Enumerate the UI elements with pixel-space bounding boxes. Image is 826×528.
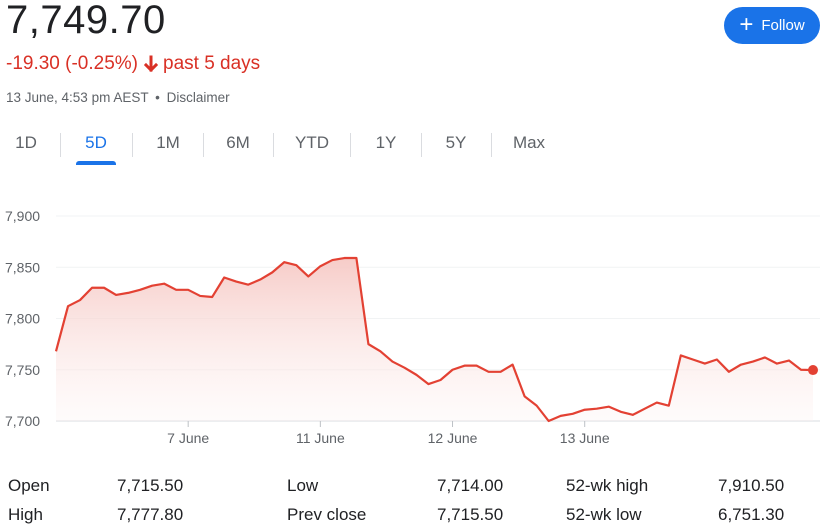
x-tick-label: 7 June: [167, 430, 209, 446]
stat-value-open: 7,715.50: [117, 476, 184, 495]
stat-value-low: 7,714.00: [437, 476, 504, 495]
plus-icon: +: [739, 10, 754, 38]
x-tick-label: 13 June: [560, 430, 610, 446]
change-value: -19.30 (-0.25%): [6, 53, 139, 74]
y-tick-label: 7,850: [5, 259, 40, 275]
tab-divider: [132, 133, 133, 157]
y-tick-label: 7,750: [5, 362, 40, 378]
tab-max[interactable]: Max: [512, 133, 546, 152]
tab-1m[interactable]: 1M: [156, 133, 180, 152]
tab-divider: [60, 133, 61, 157]
stat-label-52wk-low: 52-wk low: [566, 505, 642, 524]
tab-ytd[interactable]: YTD: [295, 133, 329, 152]
tab-5d[interactable]: 5D: [76, 126, 116, 165]
tab-divider: [350, 133, 351, 157]
price-chart[interactable]: 7,700 7,750 7,800 7,850 7,900 7 June 11 June 12…: [0, 200, 826, 452]
x-tick-label: 12 June: [428, 430, 478, 446]
disclaimer-link[interactable]: Disclaimer: [166, 90, 230, 105]
price-line: [54, 256, 814, 423]
price-change: -19.30 (-0.25%) past 5 days: [6, 53, 260, 75]
stat-value-52wk-high: 7,910.50: [718, 476, 785, 495]
y-tick-label: 7,900: [5, 208, 40, 224]
tab-1d[interactable]: 1D: [15, 133, 37, 152]
follow-button[interactable]: + Follow: [724, 7, 820, 44]
x-tick-label: 11 June: [296, 430, 345, 446]
tab-divider: [421, 133, 422, 157]
tab-6m[interactable]: 6M: [226, 133, 250, 152]
stat-label-prev-close: Prev close: [287, 505, 367, 524]
area-fill: [56, 258, 813, 421]
stat-value-52wk-low: 6,751.30: [718, 505, 785, 524]
stat-label-low: Low: [287, 476, 319, 495]
stat-label-52wk-high: 52-wk high: [566, 476, 649, 495]
tab-divider: [491, 133, 492, 157]
timestamp-line: 13 June, 4:53 pm AEST • Disclaimer: [6, 90, 230, 105]
change-period: past 5 days: [163, 53, 261, 74]
last-price-marker: [808, 365, 818, 376]
y-tick-label: 7,700: [5, 413, 40, 429]
stock-price: 7,749.70: [6, 0, 166, 42]
tab-divider: [203, 133, 204, 157]
y-tick-label: 7,800: [5, 311, 40, 327]
stat-label-open: Open: [8, 476, 50, 495]
follow-label: Follow: [761, 17, 805, 34]
stat-value-high: 7,777.80: [117, 505, 184, 524]
tab-divider: [273, 133, 274, 157]
tab-1y[interactable]: 1Y: [375, 133, 397, 152]
range-tabs: 1D 5D 1M 6M YTD 1Y 5Y Max: [0, 126, 560, 165]
tab-5y[interactable]: 5Y: [445, 133, 467, 152]
arrow-down-icon: [143, 55, 159, 73]
separator: •: [155, 90, 160, 105]
timestamp: 13 June, 4:53 pm AEST: [6, 90, 149, 105]
stat-label-high: High: [8, 505, 43, 524]
stat-value-prev-close: 7,715.50: [437, 505, 504, 524]
